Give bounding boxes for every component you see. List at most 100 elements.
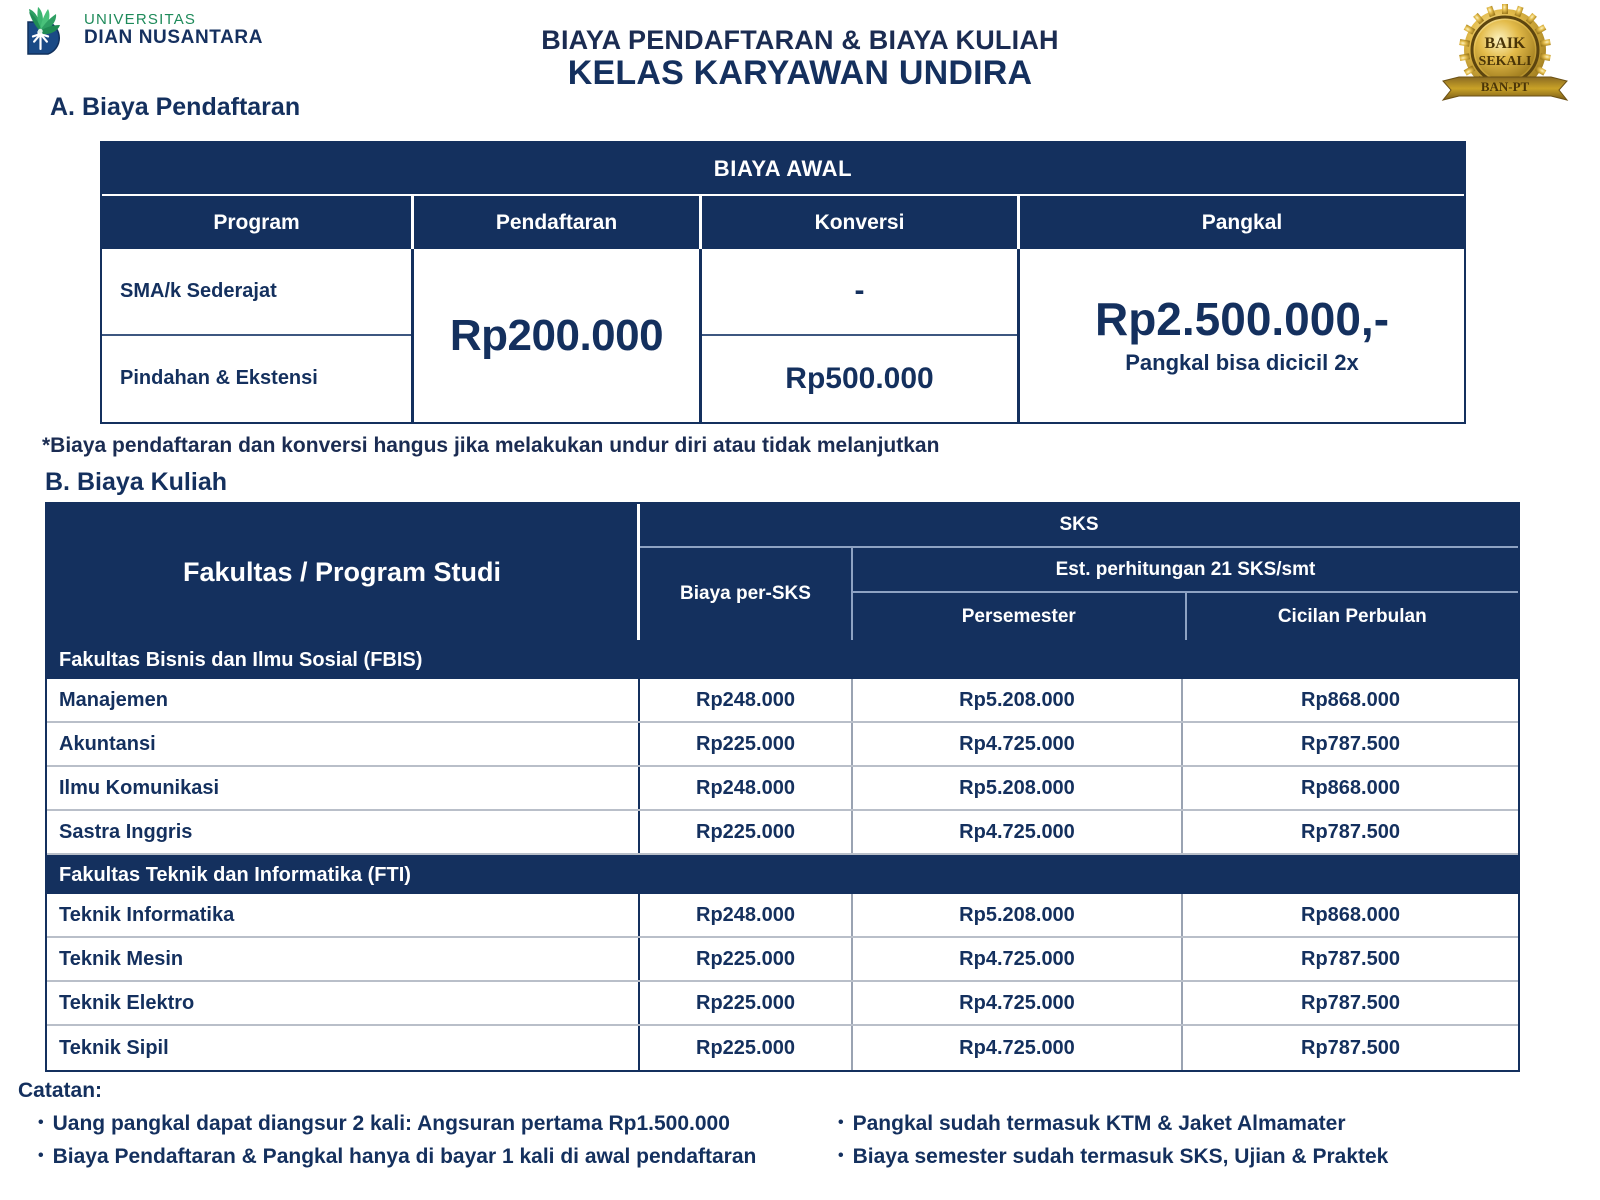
table-b-cell-per_sks: Rp225.000 [640,723,853,765]
catatan-text: Biaya Pendaftaran & Pangkal hanya di bay… [52,1144,757,1168]
catatan-text: Biaya semester sudah termasuk SKS, Ujian… [852,1144,1389,1168]
table-b-cell-persemester: Rp5.208.000 [853,894,1183,936]
table-b-header-sub: Biaya per-SKS Est. perhitungan 21 SKS/sm… [640,548,1518,640]
table-a-pendaftaran-value: Rp200.000 [449,310,664,360]
table-b-cell-prodi: Teknik Informatika [47,894,640,936]
table-row: Teknik Sipil Rp225.000 Rp4.725.000 Rp787.50… [47,1026,1518,1070]
list-item: • Biaya semester sudah termasuk SKS, Ujia… [818,1141,1558,1174]
table-b-cell-per_sks: Rp225.000 [640,938,853,980]
catatan-title: Catatan: [18,1079,103,1102]
table-b-col-biaya-persks: Biaya per-SKS [640,548,853,640]
table-b-cell-persemester: Rp5.208.000 [853,679,1183,721]
table-b-col-persemester: Persemester [853,593,1187,640]
table-b-header-right: SKS Biaya per-SKS Est. perhitungan 21 SK… [640,504,1518,640]
badge-text-2: SEKALI [1479,54,1532,69]
table-a-pangkal-note: Pangkal bisa dicicil 2x [1125,349,1359,375]
table-b-header: Fakultas / Program Studi SKS Biaya per-S… [47,504,1518,640]
table-b-cell-per_sks: Rp248.000 [640,894,853,936]
table-a-col-pangkal: Pangkal [1201,210,1283,234]
brand-logo: UNIVERSITAS DIAN NUSANTARA [18,4,263,56]
page-title: BIAYA PENDAFTARAN & BIAYA KULIAH KELAS K… [0,25,1600,93]
catatan-right-column: • Pangkal sudah termasuk KTM & Jaket Alma… [818,1108,1558,1173]
table-b-cell-persemester: Rp4.725.000 [853,1026,1183,1070]
catatan-text: Uang pangkal dapat diangsur 2 kali: Angs… [52,1112,730,1135]
table-b-cell-cicilan: Rp787.500 [1301,1036,1400,1059]
bullet-icon: • [838,1114,844,1131]
bullet-icon: • [38,1146,44,1164]
table-b-cell-cicilan: Rp787.500 [1301,820,1400,843]
bullet-icon: • [838,1146,844,1164]
table-b-cell-persemester: Rp4.725.000 [853,811,1183,853]
table-b-cell-per_sks: Rp248.000 [640,679,853,721]
table-b-faculty-header: Fakultas Bisnis dan Ilmu Sosial (FBIS) [47,640,1518,679]
table-a-konversi-0-value: - [854,274,865,308]
table-b-cell-per_sks: Rp225.000 [640,982,853,1024]
table-b-cell-prodi: Teknik Elektro [47,982,640,1024]
table-b-cell-prodi: Akuntansi [47,723,640,765]
table-b-cell-prodi: Teknik Mesin [47,938,640,980]
table-a-konversi-1: Rp500.000 [702,336,1017,423]
table-b-est-wrap: Est. perhitungan 21 SKS/smt Persemester … [853,548,1518,640]
brand-line-1: UNIVERSITAS [84,11,197,29]
list-item: • Biaya Pendaftaran & Pangkal hanya di ba… [18,1141,818,1174]
table-a-title: BIAYA AWAL [102,143,1464,196]
badge-ribbon-text: BAN-PT [1481,79,1530,94]
table-b-cell-prodi: Manajemen [47,679,640,721]
table-b-est-cols: Persemester Cicilan Perbulan [853,593,1518,640]
table-b-cell-per_sks: Rp225.000 [640,1026,853,1070]
accreditation-seal-icon: BAIK SEKALI BAN-PT [1420,2,1590,114]
section-a-footnote: *Biaya pendaftaran dan konversi hangus j… [42,434,940,457]
table-a-pangkal-value: Rp2.500.000,- [1094,293,1390,346]
table-b-cell-prodi: Ilmu Komunikasi [47,767,640,809]
badge-text-1: BAIK [1485,35,1526,52]
table-a-pendaftaran-cell: Rp200.000 [414,249,702,422]
brand-line-2: DIAN NUSANTARA [84,26,264,48]
table-a-col-pendaftaran: Pendaftaran [414,196,702,249]
section-a-heading: A. Biaya Pendaftaran [50,93,301,121]
table-b-cell-cicilan: Rp787.500 [1301,947,1400,970]
catatan-left-column: • Uang pangkal dapat diangsur 2 kali: Ang… [18,1108,818,1173]
table-row: Sastra Inggris Rp225.000 Rp4.725.000 Rp787.… [47,811,1518,855]
title-line-1: BIAYA PENDAFTARAN & BIAYA KULIAH [541,25,1059,55]
bullet-icon: • [38,1114,44,1131]
table-row: Ilmu Komunikasi Rp248.000 Rp5.208.000 Rp868… [47,767,1518,811]
table-b-cell-persemester: Rp4.725.000 [853,982,1183,1024]
table-b-cell-persemester: Rp4.725.000 [853,938,1183,980]
table-a-konversi-cells: - Rp500.000 [702,249,1020,422]
table-a-col-program: Program [102,196,414,249]
table-b-cell-prodi: Teknik Sipil [47,1026,640,1070]
table-row: Teknik Elektro Rp225.000 Rp4.725.000 Rp787.… [47,982,1518,1026]
table-b-col-est-group: Est. perhitungan 21 SKS/smt [853,548,1518,593]
title-line-2: KELAS KARYAWAN UNDIRA [567,54,1033,93]
table-b-cell-per_sks: Rp225.000 [640,811,853,853]
table-b-faculty-header: Fakultas Teknik dan Informatika (FTI) [47,855,1518,894]
table-a-col-konversi: Konversi [702,196,1020,249]
table-a-program-0: SMA/k Sederajat [102,249,411,336]
table-a-konversi-1-value: Rp500.000 [785,361,934,395]
catatan-text: Pangkal sudah termasuk KTM & Jaket Almam… [852,1112,1346,1135]
section-b-heading: B. Biaya Kuliah [45,468,227,496]
table-b-body: Fakultas Bisnis dan Ilmu Sosial (FBIS) Ma… [47,640,1518,1070]
table-b-col-sks-group: SKS [640,504,1518,548]
table-b-cell-cicilan: Rp787.500 [1301,991,1400,1014]
brand-wordmark: UNIVERSITAS DIAN NUSANTARA [84,12,263,48]
table-row: Manajemen Rp248.000 Rp5.208.000 Rp868.000 [47,679,1518,723]
table-b-col-fakultas: Fakultas / Program Studi [47,504,640,640]
table-a-program-cells: SMA/k Sederajat Pindahan & Ekstensi [102,249,414,422]
table-b-col-cicilan: Cicilan Perbulan [1277,605,1427,627]
list-item: • Pangkal sudah termasuk KTM & Jaket Alma… [818,1108,1558,1141]
table-row: Teknik Informatika Rp248.000 Rp5.208.000 Rp… [47,894,1518,938]
table-a-pangkal-cell: Rp2.500.000,- Pangkal bisa dicicil 2x [1020,249,1464,422]
table-b-cell-prodi: Sastra Inggris [47,811,640,853]
table-b-cell-per_sks: Rp248.000 [640,767,853,809]
table-b-cell-cicilan: Rp787.500 [1301,732,1400,755]
table-a-konversi-0: - [702,249,1017,336]
table-b-cell-cicilan: Rp868.000 [1301,903,1400,926]
table-row: Teknik Mesin Rp225.000 Rp4.725.000 Rp787.50… [47,938,1518,982]
catatan-columns: • Uang pangkal dapat diangsur 2 kali: Ang… [18,1108,1578,1173]
table-b-cell-cicilan: Rp868.000 [1301,776,1400,799]
table-b-cell-cicilan: Rp868.000 [1301,688,1400,711]
undira-leaf-d-logo-icon [18,4,74,56]
table-a-header-row: Program Pendaftaran Konversi Pangkal [102,196,1464,249]
